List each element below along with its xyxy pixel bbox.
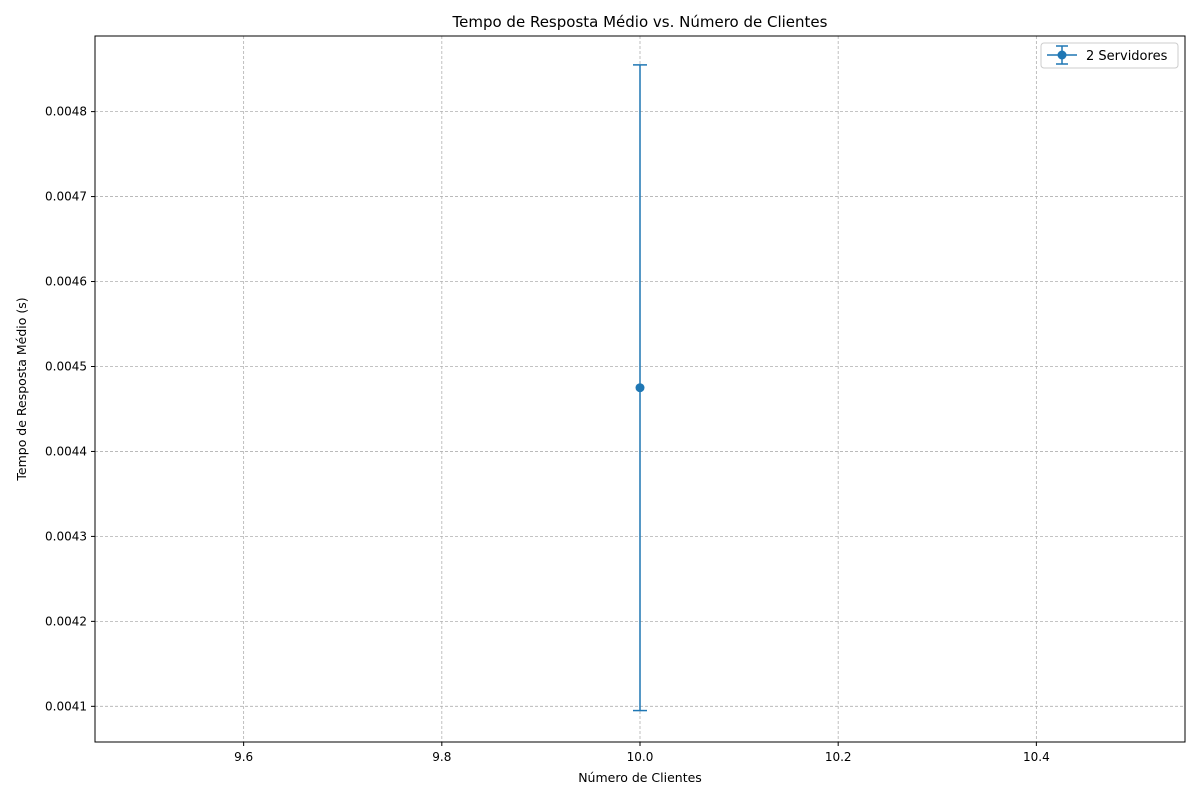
y-tick-label: 0.0047 xyxy=(45,190,87,204)
y-tick-label: 0.0043 xyxy=(45,529,87,543)
y-tick-label: 0.0048 xyxy=(45,105,87,119)
legend-label-2-servidores: 2 Servidores xyxy=(1086,49,1168,64)
x-tick-label: 10.0 xyxy=(627,750,654,764)
data-point xyxy=(635,383,645,393)
y-tick-label: 0.0046 xyxy=(45,275,87,289)
x-axis-label: Número de Clientes xyxy=(578,770,702,785)
legend-marker xyxy=(1047,45,1077,65)
x-tick-label: 9.8 xyxy=(432,750,451,764)
x-tick-label: 9.6 xyxy=(234,750,253,764)
y-tick-label: 0.0045 xyxy=(45,359,87,373)
legend: 2 Servidores xyxy=(1040,42,1179,69)
x-tick-label: 10.2 xyxy=(825,750,852,764)
ticks: 9.6 9.8 10.0 10.2 10.4 0.0041 0.0042 0.0043 0.00… xyxy=(45,105,1050,764)
y-tick-label: 0.0042 xyxy=(45,614,87,628)
y-tick-label: 0.0044 xyxy=(45,444,87,458)
series-layer xyxy=(633,64,647,712)
x-tick-label: 10.4 xyxy=(1023,750,1050,764)
chart-title: Tempo de Resposta Médio vs. Número de Cl… xyxy=(452,13,828,31)
y-tick-label: 0.0041 xyxy=(45,699,87,713)
y-axis-label: Tempo de Resposta Médio (s) xyxy=(14,297,29,481)
legend-box xyxy=(1040,42,1179,69)
